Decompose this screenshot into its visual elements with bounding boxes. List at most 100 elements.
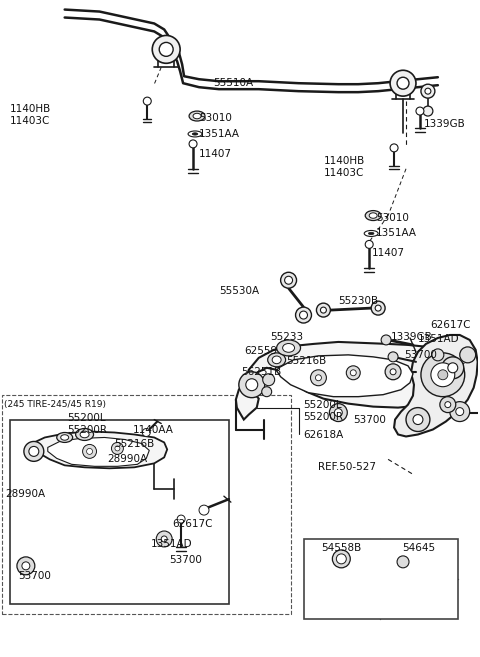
Text: 55530A: 55530A — [219, 286, 259, 296]
Circle shape — [390, 70, 416, 96]
Text: 53700: 53700 — [404, 350, 437, 360]
Text: (245 TIRE-245/45 R19): (245 TIRE-245/45 R19) — [4, 399, 106, 409]
Circle shape — [144, 97, 151, 105]
Text: 1351AD: 1351AD — [418, 334, 459, 344]
Circle shape — [350, 370, 356, 376]
Circle shape — [321, 307, 326, 313]
Circle shape — [300, 311, 308, 319]
Text: 62559: 62559 — [244, 346, 277, 356]
Circle shape — [29, 446, 39, 457]
Circle shape — [431, 363, 455, 387]
Circle shape — [335, 409, 342, 417]
Circle shape — [239, 372, 264, 397]
Ellipse shape — [192, 133, 198, 135]
Text: 55216B: 55216B — [287, 356, 327, 366]
Circle shape — [442, 357, 464, 378]
Ellipse shape — [272, 356, 281, 364]
Text: 55200L
55200R: 55200L 55200R — [68, 413, 108, 435]
Bar — [2, 395, 290, 614]
Circle shape — [390, 144, 398, 152]
Text: 1351AD: 1351AD — [151, 539, 193, 549]
Circle shape — [17, 557, 35, 575]
Circle shape — [262, 387, 272, 397]
Circle shape — [388, 352, 398, 362]
Circle shape — [156, 531, 172, 547]
Text: 55216B: 55216B — [114, 440, 155, 449]
Circle shape — [83, 444, 96, 459]
Circle shape — [189, 140, 197, 148]
Circle shape — [22, 562, 30, 570]
Bar — [303, 539, 458, 619]
Circle shape — [375, 305, 381, 311]
Ellipse shape — [364, 231, 378, 237]
Text: 53700: 53700 — [353, 415, 386, 424]
Circle shape — [450, 401, 470, 422]
Circle shape — [246, 378, 258, 391]
Ellipse shape — [268, 353, 286, 367]
Circle shape — [365, 240, 373, 248]
Circle shape — [432, 349, 444, 361]
Circle shape — [199, 505, 209, 515]
Circle shape — [159, 43, 173, 57]
Circle shape — [336, 554, 346, 564]
Text: 1351AA: 1351AA — [199, 129, 240, 139]
Text: 53010: 53010 — [376, 213, 409, 223]
Text: 53700: 53700 — [169, 555, 202, 565]
Ellipse shape — [188, 131, 202, 137]
Ellipse shape — [193, 113, 201, 119]
Text: 1140AA: 1140AA — [132, 424, 173, 434]
Polygon shape — [30, 432, 167, 468]
Text: 62617C: 62617C — [172, 519, 213, 529]
Circle shape — [445, 401, 451, 407]
Text: 53700: 53700 — [18, 571, 51, 581]
Ellipse shape — [80, 431, 89, 438]
Circle shape — [413, 415, 423, 424]
Ellipse shape — [76, 428, 94, 440]
Text: 54558B: 54558B — [321, 543, 361, 553]
Text: 28990A: 28990A — [108, 455, 147, 464]
Circle shape — [390, 369, 396, 374]
Ellipse shape — [365, 211, 381, 221]
Circle shape — [460, 347, 476, 363]
Circle shape — [296, 307, 312, 323]
Text: 55233: 55233 — [271, 332, 304, 342]
Polygon shape — [394, 335, 478, 436]
Circle shape — [142, 428, 150, 436]
Circle shape — [406, 407, 430, 432]
Text: 11407: 11407 — [372, 248, 405, 258]
Circle shape — [177, 515, 185, 523]
Circle shape — [329, 403, 348, 422]
Circle shape — [397, 78, 409, 89]
Text: 55200L
55200R: 55200L 55200R — [303, 399, 344, 422]
Circle shape — [425, 88, 431, 94]
Ellipse shape — [60, 435, 69, 440]
Circle shape — [448, 363, 458, 373]
Polygon shape — [236, 342, 453, 420]
Circle shape — [456, 407, 464, 416]
Text: 55510A: 55510A — [213, 78, 253, 88]
Ellipse shape — [189, 111, 205, 121]
Circle shape — [161, 536, 167, 542]
Ellipse shape — [276, 340, 300, 356]
Text: 1140HB
11403C: 1140HB 11403C — [10, 104, 51, 127]
Circle shape — [285, 276, 293, 284]
Circle shape — [311, 370, 326, 386]
Text: 1351AA: 1351AA — [376, 229, 417, 238]
Circle shape — [346, 366, 360, 380]
Ellipse shape — [369, 213, 377, 218]
Circle shape — [421, 353, 465, 397]
Circle shape — [115, 446, 120, 451]
Circle shape — [438, 370, 448, 380]
Text: 11407: 11407 — [199, 149, 232, 159]
Text: 28990A: 28990A — [5, 489, 45, 499]
Text: 1140HB
11403C: 1140HB 11403C — [324, 156, 365, 178]
Text: 1339GB: 1339GB — [424, 119, 466, 129]
Polygon shape — [276, 355, 413, 397]
Circle shape — [316, 303, 330, 317]
Ellipse shape — [57, 432, 72, 442]
Circle shape — [86, 449, 93, 455]
Polygon shape — [48, 438, 149, 466]
Text: 53010: 53010 — [199, 113, 232, 123]
Circle shape — [152, 35, 180, 63]
Bar — [10, 420, 229, 604]
